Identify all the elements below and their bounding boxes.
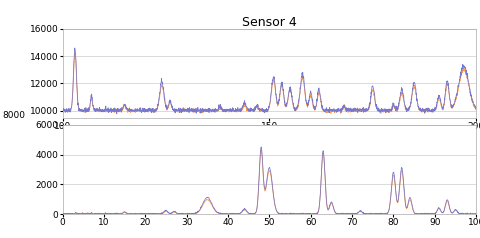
Title: Sensor 4: Sensor 4 <box>241 15 296 29</box>
Text: 8000: 8000 <box>2 111 25 120</box>
